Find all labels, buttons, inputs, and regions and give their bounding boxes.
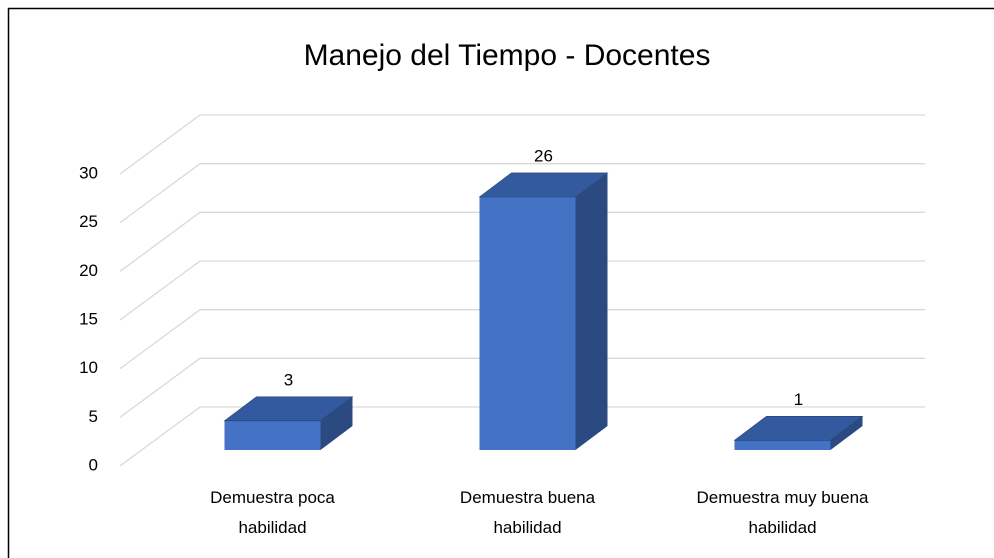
bar-side [575,172,608,450]
bar-side [830,416,863,450]
bar-front [479,196,576,450]
data-label: 1 [794,390,803,409]
y-tick-label: 30 [79,163,98,182]
x-tick-label-line: Demuestra poca [210,488,335,507]
y-tick-label: 10 [79,358,98,377]
y-tick-label: 25 [79,212,98,231]
y-tick-label: 5 [89,407,98,426]
bar-front [224,420,321,450]
y-tick-label: 15 [79,309,98,328]
bar-side [320,396,353,450]
x-tick-label: Demuestra poca habilidad [210,488,335,537]
data-label: 26 [534,146,553,165]
x-tick-label-line: Demuestra buena [460,488,596,507]
grid-line [119,211,925,272]
x-tick-label-line: habilidad [748,518,816,537]
grid-line [119,406,925,467]
bar [223,396,354,450]
x-tick-label-line: Demuestra muy buena [697,488,870,507]
x-tick-label: Demuestra muy buena habilidad [697,488,870,537]
chart-title: Manejo del Tiempo - Docentes [304,39,711,72]
data-label: 3 [284,370,293,389]
x-tick-label-line: habilidad [493,518,561,537]
grid-line [119,260,925,321]
grid-line [119,309,925,370]
bar [478,172,609,450]
grid-line [119,357,925,418]
bar-front [734,440,831,450]
grid-line [119,114,925,175]
x-tick-label: Demuestra buena habilidad [460,488,596,537]
y-tick-label: 20 [79,261,98,280]
grid-line [119,163,925,224]
bar [733,415,864,450]
y-tick-label: 0 [89,455,98,474]
x-tick-label-line: habilidad [238,518,306,537]
